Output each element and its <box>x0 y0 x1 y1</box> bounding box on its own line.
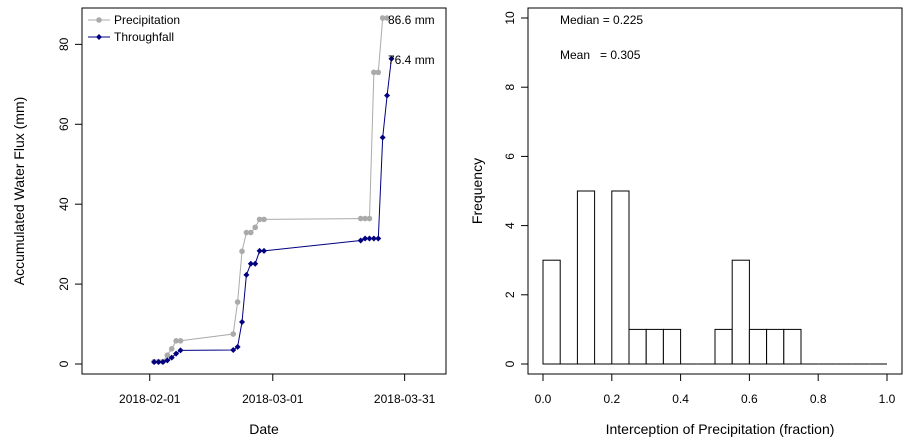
data-point-precipitation <box>173 338 179 344</box>
right-x-tick-label: 0.8 <box>810 392 827 406</box>
data-point-precipitation <box>177 338 184 344</box>
data-point-precipitation <box>379 15 386 21</box>
annotation-precip-total: 86.6 mm <box>388 13 435 27</box>
data-point-precipitation <box>366 215 373 222</box>
data-point-throughfall <box>370 235 377 242</box>
data-point-throughfall <box>256 247 263 254</box>
left-x-tick-label: 2018-03-31 <box>374 392 436 406</box>
data-point-precipitation <box>230 331 237 337</box>
histogram-bars <box>542 190 887 365</box>
series-precipitation <box>151 15 390 365</box>
data-point-throughfall <box>155 359 162 366</box>
histogram-bar <box>645 328 664 365</box>
left-y-axis: 0 20 40 60 80 <box>57 37 83 367</box>
histogram-bar <box>611 190 630 365</box>
right-x-tick-label: 0.2 <box>603 392 620 406</box>
data-point-throughfall <box>164 357 171 364</box>
right-x-tick-label: 0.0 <box>535 392 552 406</box>
left-x-axis: 2018-02-01 2018-03-01 2018-03-31 <box>119 373 436 406</box>
histogram-bar <box>731 259 750 365</box>
data-point-precipitation <box>371 69 377 76</box>
right-y-axis: 0 2 4 6 8 10 <box>503 11 529 367</box>
data-point-precipitation <box>357 215 364 222</box>
left-series-group <box>151 15 395 366</box>
data-point-precipitation <box>164 352 171 359</box>
data-point-throughfall <box>375 235 382 242</box>
data-point-throughfall <box>362 235 369 242</box>
data-point-throughfall <box>357 237 364 244</box>
interception-histogram: 0.0 0.2 0.4 0.6 0.8 1.0 0 2 4 6 8 10 Interception … <box>469 7 903 437</box>
histogram-bar <box>576 190 596 365</box>
right-y-tick-label: 10 <box>503 11 517 25</box>
data-point-throughfall <box>243 271 250 278</box>
left-x-axis-label: Date <box>249 421 279 437</box>
data-point-precipitation <box>168 346 175 352</box>
series-throughfall <box>151 55 395 366</box>
data-point-precipitation <box>234 299 241 305</box>
data-point-throughfall <box>177 347 184 354</box>
data-point-precipitation <box>384 15 390 21</box>
right-y-tick-label: 8 <box>503 84 517 91</box>
annotation-median: Median = 0.225 <box>560 13 643 27</box>
accumulated-flux-plot: 2018-02-01 2018-03-01 2018-03-31 0 20 40 60 80… <box>11 7 447 437</box>
right-y-tick-label: 4 <box>503 222 517 229</box>
data-point-throughfall <box>379 134 386 141</box>
data-point-throughfall <box>151 359 158 366</box>
data-point-precipitation <box>252 224 259 231</box>
data-point-throughfall <box>173 350 180 357</box>
legend-throughfall-label: Throughfall <box>114 30 174 44</box>
left-legend: Precipitation Throughfall <box>88 13 180 44</box>
data-point-throughfall <box>239 319 246 326</box>
data-point-throughfall <box>168 354 175 361</box>
legend-precipitation-label: Precipitation <box>114 13 180 27</box>
annotation-throughfall-total: 76.4 mm <box>388 53 435 67</box>
data-point-throughfall <box>366 235 373 242</box>
histogram-bar <box>766 328 785 365</box>
right-y-tick-label: 2 <box>503 291 517 298</box>
left-y-tick-label: 40 <box>57 197 71 211</box>
left-x-tick-label: 2018-03-01 <box>242 392 304 406</box>
data-point-precipitation <box>375 69 382 76</box>
legend-precipitation-marker <box>96 17 102 23</box>
data-point-throughfall <box>247 260 254 267</box>
data-point-precipitation <box>261 216 267 223</box>
right-x-tick-label: 0.4 <box>672 392 689 406</box>
histogram-bar <box>783 328 802 365</box>
right-y-axis-label: Frequency <box>469 158 485 224</box>
right-x-axis-label: Interception of Precipitation (fraction) <box>606 421 835 437</box>
right-y-tick-label: 0 <box>503 360 517 367</box>
left-y-tick-label: 80 <box>57 37 71 51</box>
right-y-tick-label: 6 <box>503 153 517 160</box>
right-x-tick-label: 1.0 <box>879 392 896 406</box>
left-x-tick-label: 2018-02-01 <box>119 392 181 406</box>
right-x-tick-label: 0.6 <box>741 392 758 406</box>
annotation-mean: Mean = 0.305 <box>560 48 641 62</box>
data-point-precipitation <box>362 215 368 222</box>
data-point-precipitation <box>256 216 263 223</box>
left-y-axis-label: Accumulated Water Flux (mm) <box>11 97 27 286</box>
data-point-precipitation <box>248 229 254 236</box>
data-point-throughfall <box>384 92 391 99</box>
series-line-precipitation <box>154 17 388 363</box>
data-point-precipitation <box>239 248 245 255</box>
histogram-bar <box>628 328 647 365</box>
histogram-bar <box>748 328 768 365</box>
right-x-axis: 0.0 0.2 0.4 0.6 0.8 1.0 <box>535 373 896 406</box>
legend-throughfall-marker <box>96 34 102 40</box>
left-y-tick-label: 60 <box>57 117 71 131</box>
histogram-bar <box>542 259 561 365</box>
data-point-precipitation <box>243 229 250 236</box>
data-point-throughfall <box>261 247 267 254</box>
left-y-tick-label: 20 <box>57 277 71 291</box>
data-point-throughfall <box>234 343 241 350</box>
data-point-throughfall <box>252 260 259 267</box>
data-point-throughfall <box>388 55 395 62</box>
left-y-tick-label: 0 <box>57 360 71 367</box>
data-point-throughfall <box>230 347 237 354</box>
histogram-bar <box>662 328 682 365</box>
histogram-bar <box>714 328 733 365</box>
series-line-throughfall <box>154 58 392 363</box>
